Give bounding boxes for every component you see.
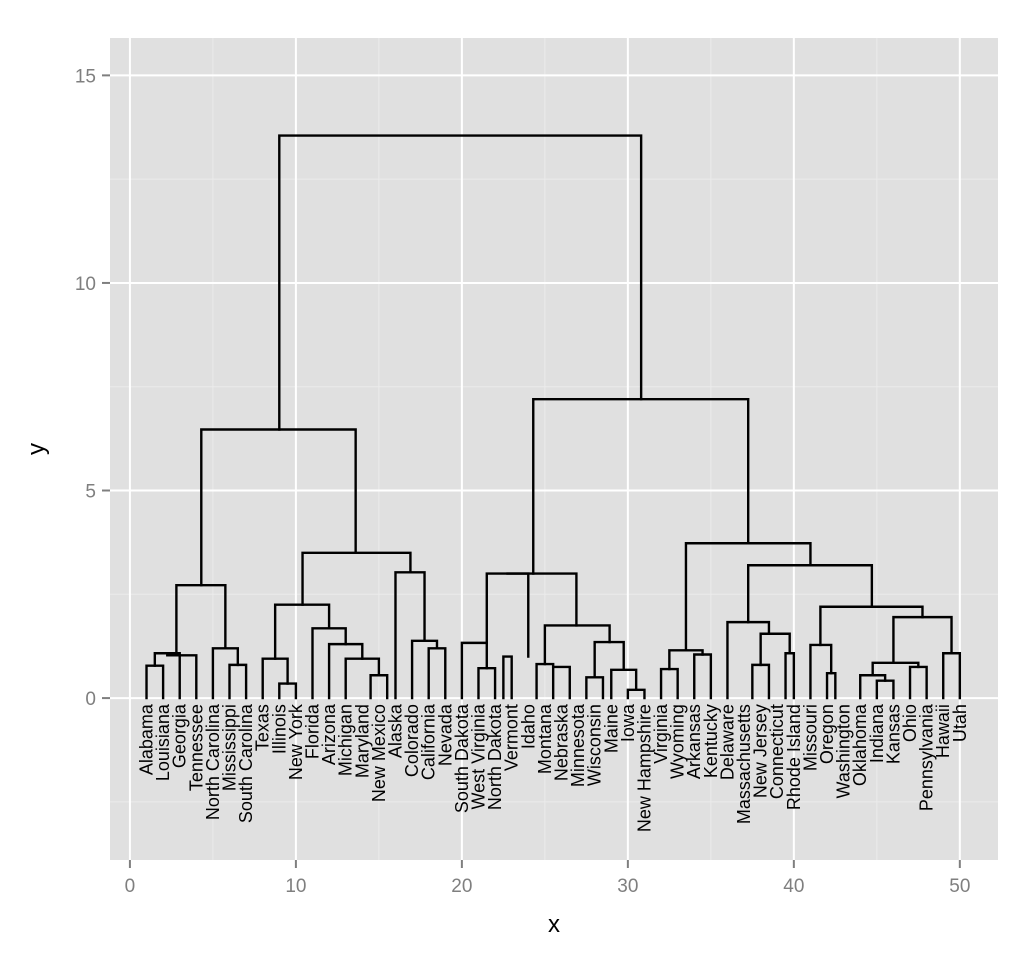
leaf-label: Maine (601, 704, 621, 753)
dendrogram-branch (506, 572, 578, 627)
y-axis-title: y (23, 443, 50, 455)
leaf-label: Oklahoma (850, 703, 870, 786)
dendrogram-branch (626, 688, 646, 700)
dendrogram-branch (427, 647, 447, 700)
leaf-label: South Dakota (452, 703, 472, 813)
dendrogram-branch (311, 627, 347, 700)
leaf-label: Iowa (618, 703, 638, 742)
leaf-label: Hawaii (933, 704, 953, 758)
dendrogram-branch (278, 682, 298, 700)
x-tick-label: 40 (783, 876, 804, 897)
y-tick-label: 5 (85, 482, 96, 503)
dendrogram-branch (825, 671, 837, 700)
leaf-label: Colorado (402, 704, 422, 777)
major-gridlines (110, 38, 998, 860)
leaf-label: Minnesota (568, 703, 588, 787)
leaf-label: Oregon (817, 704, 837, 764)
dendrogram-branch (871, 661, 920, 677)
x-tick-label: 0 (125, 876, 136, 897)
leaf-label: Maryland (352, 704, 372, 778)
leaf-label: Alaska (385, 703, 405, 758)
dendrogram-branch (327, 642, 364, 700)
leaf-label: Nevada (435, 703, 455, 766)
dendrogram-branch (502, 655, 513, 700)
leaf-label: Pennsylvania (917, 703, 937, 811)
leaf-label: New York (286, 703, 306, 780)
minor-gridlines (110, 38, 998, 860)
leaf-label: Georgia (170, 703, 190, 768)
leaf-label: Idaho (518, 704, 538, 749)
leaf-label: New Jersey (751, 704, 771, 798)
dendrogram-branch (460, 641, 488, 700)
leaf-label: North Dakota (485, 703, 505, 810)
y-tick-label: 15 (75, 66, 96, 87)
dendrogram-branch (942, 652, 962, 700)
dendrogram-branch (551, 665, 571, 700)
leaf-label: Wyoming (668, 704, 688, 779)
leaf-label: Vermont (502, 704, 522, 771)
leaf-label: Rhode Island (784, 704, 804, 810)
leaf-label: Virginia (651, 703, 671, 764)
leaf-label: Ohio (900, 704, 920, 742)
leaf-label: Mississippi (220, 704, 240, 791)
leaf-label: Montana (535, 703, 555, 774)
leaf-label: Nebraska (551, 703, 571, 781)
leaf-label: New Hampshire (634, 704, 654, 832)
leaf-label: Tennessee (186, 704, 206, 791)
leaf-label: Arizona (319, 703, 339, 765)
leaf-label: Louisiana (153, 703, 173, 781)
leaf-label: North Carolina (203, 703, 223, 820)
leaf-label: Wisconsin (585, 704, 605, 786)
dendrogram-branch (759, 632, 791, 667)
leaf-label: New Mexico (369, 704, 389, 802)
leaf-label: Texas (253, 704, 273, 751)
axes: 0 10 20 30 40 50 0 5 10 15 (75, 66, 971, 897)
dendrogram-branch (228, 663, 248, 700)
dendrogram-branch (410, 639, 439, 700)
leaf-label: Missouri (800, 704, 820, 771)
y-tick-label: 0 (85, 689, 96, 710)
leaf-label: Utah (950, 704, 970, 742)
leaf-label: Alabama (137, 703, 157, 775)
dendrogram-branch (344, 657, 381, 700)
x-tick-label: 10 (285, 876, 306, 897)
leaf-label: Delaware (717, 704, 737, 780)
dendrogram-branch (875, 679, 895, 700)
x-tick-label: 50 (949, 876, 970, 897)
dendrogram-branch (278, 134, 643, 431)
dendrogram-branch (477, 667, 497, 700)
dendrogram-branch (693, 653, 713, 700)
leaf-label: Indiana (867, 703, 887, 763)
leaf-label: Kansas (883, 704, 903, 764)
x-tick-label: 20 (451, 876, 472, 897)
leaf-label: South Carolina (236, 703, 256, 823)
leaf-label: Washington (834, 704, 854, 798)
dendrogram-branch (908, 665, 928, 700)
leaf-label: Arkansas (684, 704, 704, 779)
dendrogram-branch (784, 652, 796, 700)
y-tick-label: 10 (75, 274, 96, 295)
leaf-label: Massachusetts (734, 704, 754, 824)
dendrogram-branches (145, 134, 962, 700)
plot-panel (110, 38, 998, 860)
leaf-label: West Virginia (468, 703, 488, 809)
x-tick-label: 30 (617, 876, 638, 897)
dendrogram-branch (166, 652, 198, 700)
leaf-label: California (419, 703, 439, 780)
leaf-label: Michigan (336, 704, 356, 776)
leaf-label: Illinois (269, 704, 289, 754)
dendrogram-branch (369, 674, 389, 700)
leaf-label: Florida (302, 703, 322, 759)
x-axis-title: x (548, 911, 560, 938)
leaf-label: Kentucky (701, 704, 721, 778)
leaf-label: Connecticut (767, 704, 787, 799)
